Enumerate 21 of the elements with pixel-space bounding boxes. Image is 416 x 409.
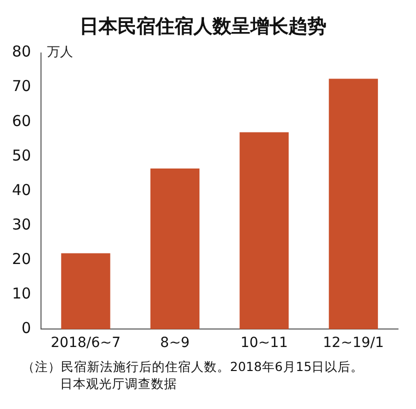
x-tick-label: 10~11 bbox=[240, 335, 288, 352]
y-tick-label: 10 bbox=[12, 284, 32, 303]
y-tick-label: 60 bbox=[12, 112, 32, 130]
text: 日本观光厅调查数据 bbox=[59, 375, 178, 392]
y-tick-label: 50 bbox=[12, 146, 32, 164]
y-tick-label: 70 bbox=[12, 77, 32, 96]
bar bbox=[150, 168, 200, 330]
y-tick-label: 30 bbox=[12, 215, 32, 234]
x-tick-label: 8~9 bbox=[160, 335, 190, 352]
bar bbox=[328, 78, 378, 330]
x-tick-label: 2018/6~7 bbox=[50, 335, 121, 352]
chart-title: 日本民宿住宿人数呈增长趋势 bbox=[80, 15, 326, 38]
y-tick-label: 0 bbox=[22, 319, 32, 338]
y-tick-label: 80 bbox=[12, 42, 32, 61]
bar bbox=[240, 132, 289, 330]
y-tick-label: 40 bbox=[12, 180, 32, 199]
y-tick-label: 20 bbox=[12, 250, 32, 268]
x-tick-label: 12~19/1 bbox=[322, 335, 384, 352]
bar bbox=[61, 253, 110, 330]
y-axis-title: 万人 bbox=[47, 45, 74, 60]
text: （注）民宿新法施行后的住宿人数。2018年6月15日以后。 bbox=[22, 358, 365, 375]
